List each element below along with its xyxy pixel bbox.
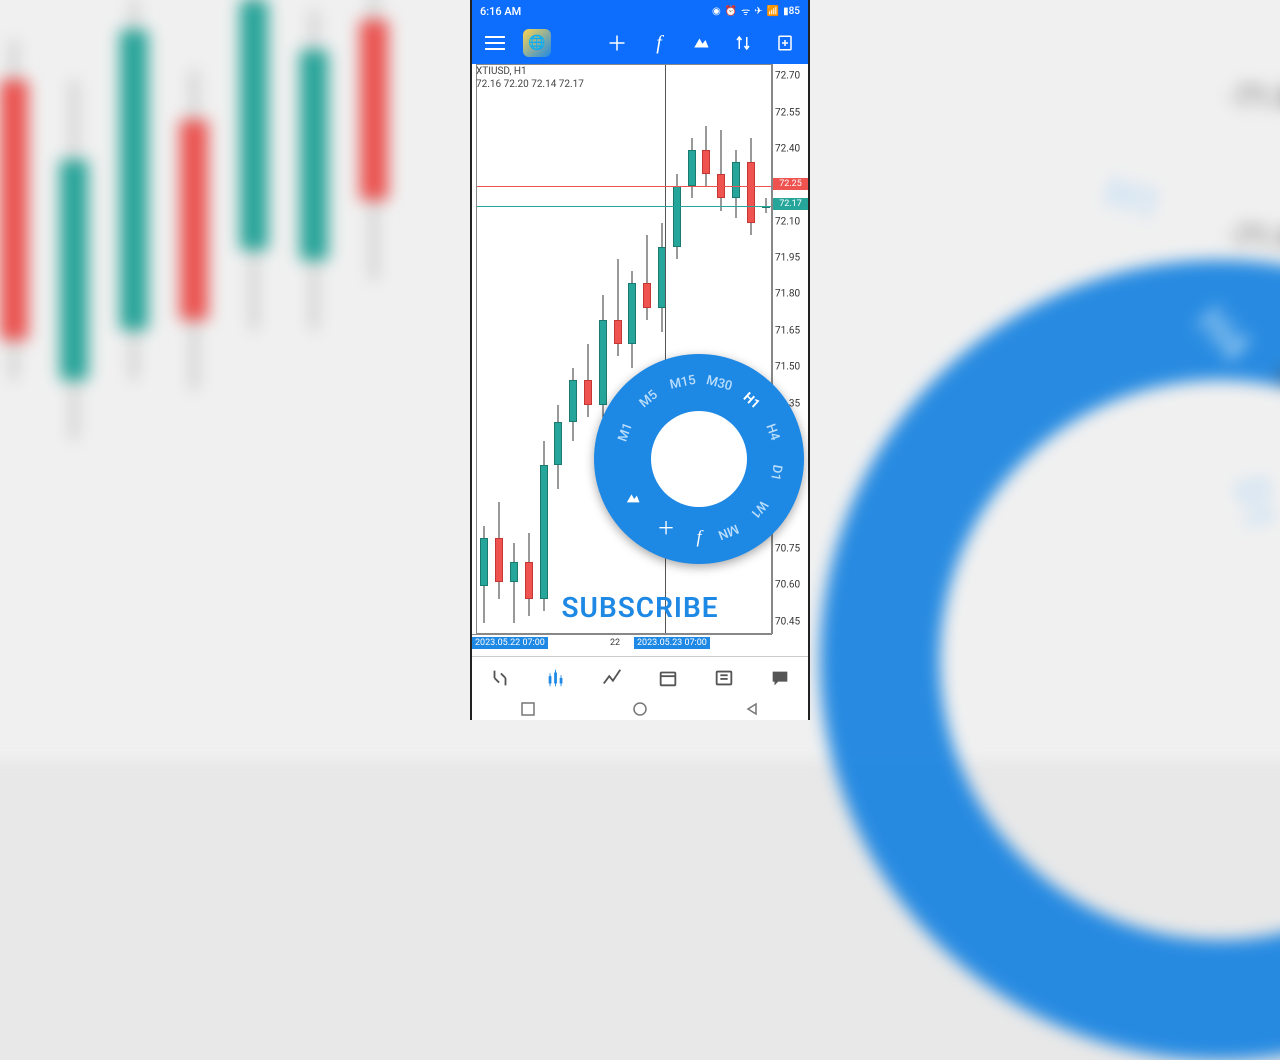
system-nav-bar bbox=[472, 698, 808, 720]
chart-symbol: XTIUSD, H1 bbox=[476, 66, 584, 79]
airplane-icon: ✈ bbox=[754, 6, 762, 17]
tab-quotes[interactable] bbox=[480, 658, 520, 698]
time-tick: 22 bbox=[610, 638, 620, 648]
price-tick: 70.60 bbox=[775, 580, 800, 591]
price-tick: 72.40 bbox=[775, 143, 800, 154]
timeframe-radial-menu[interactable]: M1M5M15M30H1H4D1W1MNf bbox=[594, 354, 804, 564]
nav-recent[interactable] bbox=[513, 702, 543, 716]
time-badge-left: 2023.05.22 07:00 bbox=[472, 637, 548, 649]
tab-chart[interactable] bbox=[536, 658, 576, 698]
price-badge-bid: 72.17 bbox=[773, 198, 808, 210]
price-tick: 72.55 bbox=[775, 107, 800, 118]
menu-button[interactable] bbox=[476, 24, 514, 62]
tab-messages[interactable] bbox=[760, 658, 800, 698]
one-click-button[interactable] bbox=[724, 24, 762, 62]
crosshair-icon[interactable] bbox=[658, 520, 674, 540]
timeframe-d1[interactable]: D1 bbox=[767, 463, 785, 481]
status-icons: ◉ ⏰ ᯤ ✈ 📶 ▮85 bbox=[712, 4, 800, 18]
subscribe-overlay: SUBSCRIBE bbox=[472, 591, 808, 624]
app-toolbar: 🌐 f bbox=[472, 22, 808, 64]
battery-icon: ▮85 bbox=[783, 6, 800, 17]
time-badge-right: 2023.05.23 07:00 bbox=[634, 637, 710, 649]
alarm-icon: ⏰ bbox=[725, 6, 737, 17]
chart-info: XTIUSD, H1 72.16 72.20 72.14 72.17 bbox=[476, 66, 584, 91]
wifi-icon: ᯤ bbox=[741, 4, 750, 18]
chart-area[interactable]: XTIUSD, H1 72.16 72.20 72.14 72.17 72.70… bbox=[472, 64, 808, 656]
price-badge-ask: 72.25 bbox=[773, 178, 808, 190]
nav-home[interactable] bbox=[625, 702, 655, 716]
price-tick: 72.10 bbox=[775, 216, 800, 227]
nav-back[interactable] bbox=[737, 702, 767, 716]
price-tick: 71.80 bbox=[775, 289, 800, 300]
crosshair-button[interactable] bbox=[598, 24, 636, 62]
new-order-button[interactable] bbox=[766, 24, 804, 62]
phone-frame: 6:16 AM ◉ ⏰ ᯤ ✈ 📶 ▮85 🌐 f bbox=[470, 0, 810, 720]
price-tick: 71.95 bbox=[775, 253, 800, 264]
status-time: 6:16 AM bbox=[480, 5, 521, 18]
objects-icon[interactable] bbox=[624, 490, 642, 510]
record-icon: ◉ bbox=[712, 6, 721, 17]
tab-news[interactable] bbox=[704, 658, 744, 698]
price-tick: 72.70 bbox=[775, 71, 800, 82]
chart-ohlc: 72.16 72.20 72.14 72.17 bbox=[476, 79, 584, 92]
indicators-button[interactable]: f bbox=[640, 24, 678, 62]
tab-history[interactable] bbox=[648, 658, 688, 698]
app-logo[interactable]: 🌐 bbox=[518, 24, 556, 62]
price-tick: 71.65 bbox=[775, 325, 800, 336]
signal-icon: 📶 bbox=[767, 6, 779, 17]
time-axis: 2023.05.22 07:00 22 2023.05.23 07:00 bbox=[472, 634, 772, 656]
tab-trade[interactable] bbox=[592, 658, 632, 698]
function-icon[interactable]: f bbox=[696, 527, 701, 548]
status-bar: 6:16 AM ◉ ⏰ ᯤ ✈ 📶 ▮85 bbox=[472, 0, 808, 22]
bottom-tab-bar bbox=[472, 656, 808, 698]
objects-button[interactable] bbox=[682, 24, 720, 62]
